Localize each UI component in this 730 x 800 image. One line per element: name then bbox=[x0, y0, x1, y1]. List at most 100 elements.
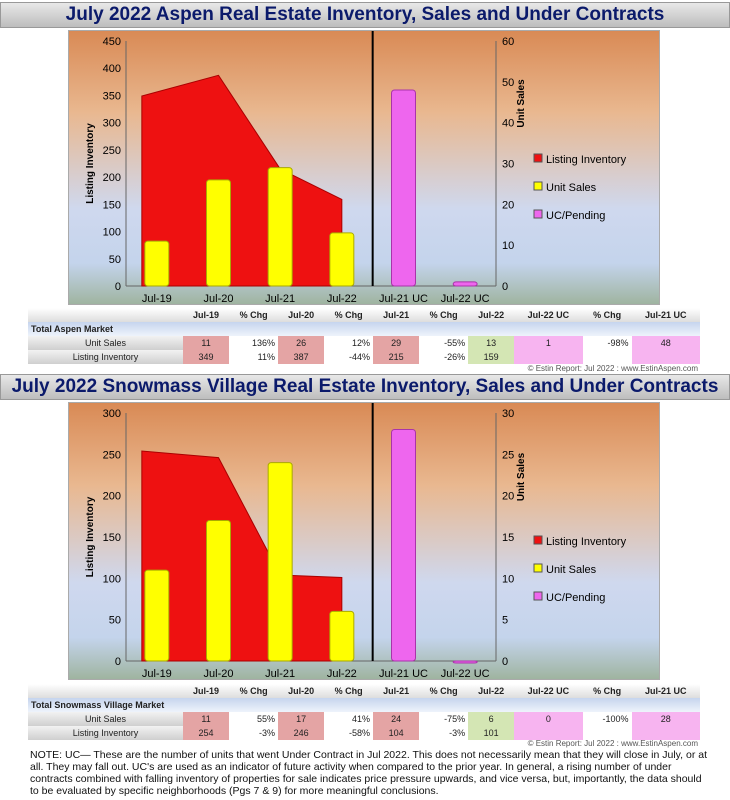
y2-tick-label: 60 bbox=[502, 36, 514, 48]
legend-swatch bbox=[533, 563, 543, 573]
table-section: Total Snowmass Village Market bbox=[28, 698, 700, 712]
table-cell: 11 bbox=[183, 336, 230, 350]
column-header: % Chg bbox=[419, 684, 469, 698]
x-tick-label: Jul-22 bbox=[327, 668, 357, 680]
y2-tick-label: 20 bbox=[502, 199, 514, 211]
credit-snowmass: © Estin Report: Jul 2022 : www.EstinAspe… bbox=[527, 739, 698, 748]
table-cell: 13 bbox=[468, 336, 515, 350]
table-cell: -75% bbox=[444, 714, 466, 724]
table-cell bbox=[514, 350, 583, 364]
y-tick-label: 100 bbox=[103, 227, 121, 239]
table-cell bbox=[583, 726, 632, 740]
bar-unit-sales bbox=[267, 462, 293, 662]
table-cell: 12% bbox=[352, 338, 371, 348]
y2-tick-label: 40 bbox=[502, 118, 514, 130]
footnote: NOTE: UC— These are the number of units … bbox=[30, 749, 707, 797]
table-cell: 55% bbox=[257, 714, 276, 724]
table-snowmass: Jul-19% Chg Jul-20% Chg Jul-21% Chg Jul-22 J… bbox=[28, 684, 700, 740]
table-cell bbox=[583, 350, 632, 364]
y-axis-title: Listing Inventory bbox=[85, 496, 96, 577]
area-listing-inventory bbox=[141, 74, 343, 287]
bar-uc-pending bbox=[452, 660, 478, 664]
table-cell: 215 bbox=[373, 350, 420, 364]
column-header: % Chg bbox=[582, 684, 632, 698]
legend-label: Unit Sales bbox=[546, 182, 597, 194]
table-cell: 0 bbox=[514, 712, 583, 726]
legend-swatch bbox=[533, 181, 543, 191]
table-cell bbox=[631, 726, 700, 740]
chart-snowmass: 0 50 100 150 200 250 300 0 5 10 15 20 25 30 Jul-19 Jul-… bbox=[68, 402, 660, 680]
y-tick-label: 400 bbox=[103, 63, 121, 75]
y2-tick-label: 15 bbox=[502, 532, 514, 544]
table-cell: -100% bbox=[602, 714, 629, 724]
table-cell: 6 bbox=[468, 712, 515, 726]
bar-unit-sales bbox=[329, 610, 355, 662]
row-label: Unit Sales bbox=[28, 712, 183, 726]
bar-unit-sales bbox=[144, 240, 170, 287]
x-tick-label: Jul-19 bbox=[142, 293, 172, 305]
table-cell: -26% bbox=[444, 352, 466, 362]
y2-tick-label: 25 bbox=[502, 449, 514, 461]
x-tick-label: Jul-21 UC bbox=[379, 293, 428, 305]
legend-swatch bbox=[533, 591, 543, 601]
legend-label: Listing Inventory bbox=[546, 536, 627, 548]
table-cell bbox=[631, 350, 700, 364]
table-cell: -58% bbox=[349, 728, 371, 738]
row-label: Listing Inventory bbox=[28, 726, 183, 740]
column-header: % Chg bbox=[419, 308, 469, 322]
column-header: % Chg bbox=[582, 308, 632, 322]
legend-label: UC/Pending bbox=[546, 210, 605, 222]
table-cell: 387 bbox=[278, 350, 325, 364]
y2-tick-label: 10 bbox=[502, 240, 514, 252]
chart-title-aspen: July 2022 Aspen Real Estate Inventory, S… bbox=[0, 2, 730, 28]
table-row: Listing Inventory 254 -3% 246 -58% 104 -3% 101 bbox=[28, 726, 700, 740]
x-tick-label: Jul-21 bbox=[265, 293, 295, 305]
table-cell: 246 bbox=[278, 726, 325, 740]
x-tick-label: Jul-21 bbox=[265, 668, 295, 680]
column-header: % Chg bbox=[324, 308, 374, 322]
column-header: % Chg bbox=[324, 684, 374, 698]
bar-unit-sales bbox=[329, 232, 355, 287]
y-tick-label: 150 bbox=[103, 532, 121, 544]
column-header: Jul-20 bbox=[278, 684, 325, 698]
y2-tick-label: 5 bbox=[502, 615, 508, 627]
bar-unit-sales bbox=[267, 167, 293, 287]
column-header: Jul-21 UC bbox=[631, 684, 700, 698]
table-cell: 11 bbox=[183, 712, 230, 726]
y2-tick-label: 10 bbox=[502, 573, 514, 585]
y-tick-label: 250 bbox=[103, 145, 121, 157]
table-cell: 28 bbox=[631, 712, 700, 726]
column-header: Jul-21 bbox=[373, 308, 420, 322]
table-cell: 41% bbox=[352, 714, 371, 724]
chart-title-snowmass: July 2022 Snowmass Village Real Estate I… bbox=[0, 374, 730, 400]
table-cell: 26 bbox=[278, 336, 325, 350]
y-tick-label: 50 bbox=[109, 615, 121, 627]
y-tick-label: 250 bbox=[103, 449, 121, 461]
y-tick-label: 0 bbox=[115, 656, 121, 668]
table-cell: 11% bbox=[257, 352, 276, 362]
column-header: Jul-22 UC bbox=[514, 308, 583, 322]
y-tick-label: 0 bbox=[115, 281, 121, 293]
bar-unit-sales bbox=[144, 569, 170, 662]
table-aspen: Jul-19% Chg Jul-20% Chg Jul-21% Chg Jul-22 J… bbox=[28, 308, 700, 364]
bar-unit-sales bbox=[206, 179, 231, 287]
x-tick-label: Jul-20 bbox=[204, 668, 234, 680]
y-tick-label: 450 bbox=[103, 36, 121, 48]
y-tick-label: 350 bbox=[103, 90, 121, 102]
y2-tick-label: 20 bbox=[502, 491, 514, 503]
y2-axis-title: Unit Sales bbox=[516, 79, 527, 128]
row-label: Unit Sales bbox=[28, 336, 183, 350]
chart-aspen: 0 50 100 150 200 250 300 350 400 450 0 10 20 30 40 50 60… bbox=[68, 30, 660, 305]
table-header: Jul-19% Chg Jul-20% Chg Jul-21% Chg Jul-22 J… bbox=[28, 684, 700, 698]
legend-swatch bbox=[533, 535, 543, 545]
legend-label: UC/Pending bbox=[546, 592, 605, 604]
table-cell: 136% bbox=[252, 338, 276, 348]
table-cell: -44% bbox=[349, 352, 371, 362]
y-tick-label: 50 bbox=[109, 254, 121, 266]
legend-swatch bbox=[533, 209, 543, 219]
x-tick-label: Jul-19 bbox=[142, 668, 172, 680]
bar-uc-pending bbox=[391, 429, 416, 662]
table-cell: 17 bbox=[278, 712, 325, 726]
row-label: Listing Inventory bbox=[28, 350, 183, 364]
table-section: Total Aspen Market bbox=[28, 322, 700, 336]
